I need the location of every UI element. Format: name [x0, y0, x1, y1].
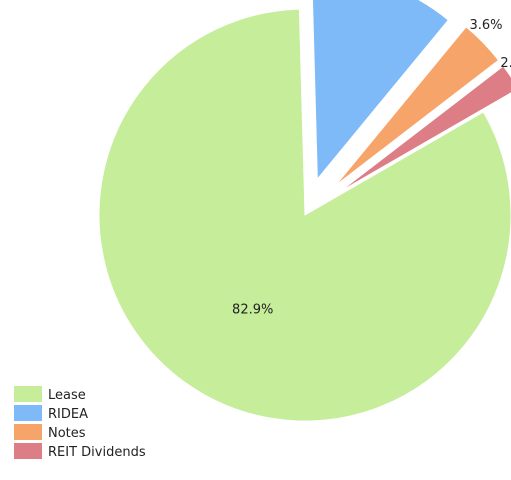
legend-label-notes: Notes — [48, 426, 86, 441]
pie-slice-notes — [334, 26, 500, 187]
legend-swatch-lease — [14, 386, 42, 402]
pie-labels: 82.9%11.4%3.6%2.1% — [232, 18, 511, 318]
pie-slice-lease — [98, 8, 511, 422]
legend-label-lease: Lease — [48, 388, 86, 403]
pie-slice-reit-dividends — [339, 65, 511, 193]
legend-label-ridea: RIDEA — [48, 407, 88, 422]
legend-swatch-notes — [14, 424, 42, 440]
slice-label-lease: 82.9% — [232, 302, 273, 317]
pie-slice-ridea — [311, 0, 450, 181]
legend-swatch-ridea — [14, 405, 42, 421]
legend-swatch-reit-dividends — [14, 443, 42, 459]
legend: Lease RIDEA Notes REIT Dividends — [14, 386, 146, 460]
pie-slices — [98, 0, 511, 422]
legend-label-reit-dividends: REIT Dividends — [48, 445, 146, 460]
slice-label-notes: 3.6% — [469, 18, 502, 33]
slice-label-reit-dividends: 2.1% — [500, 56, 511, 71]
